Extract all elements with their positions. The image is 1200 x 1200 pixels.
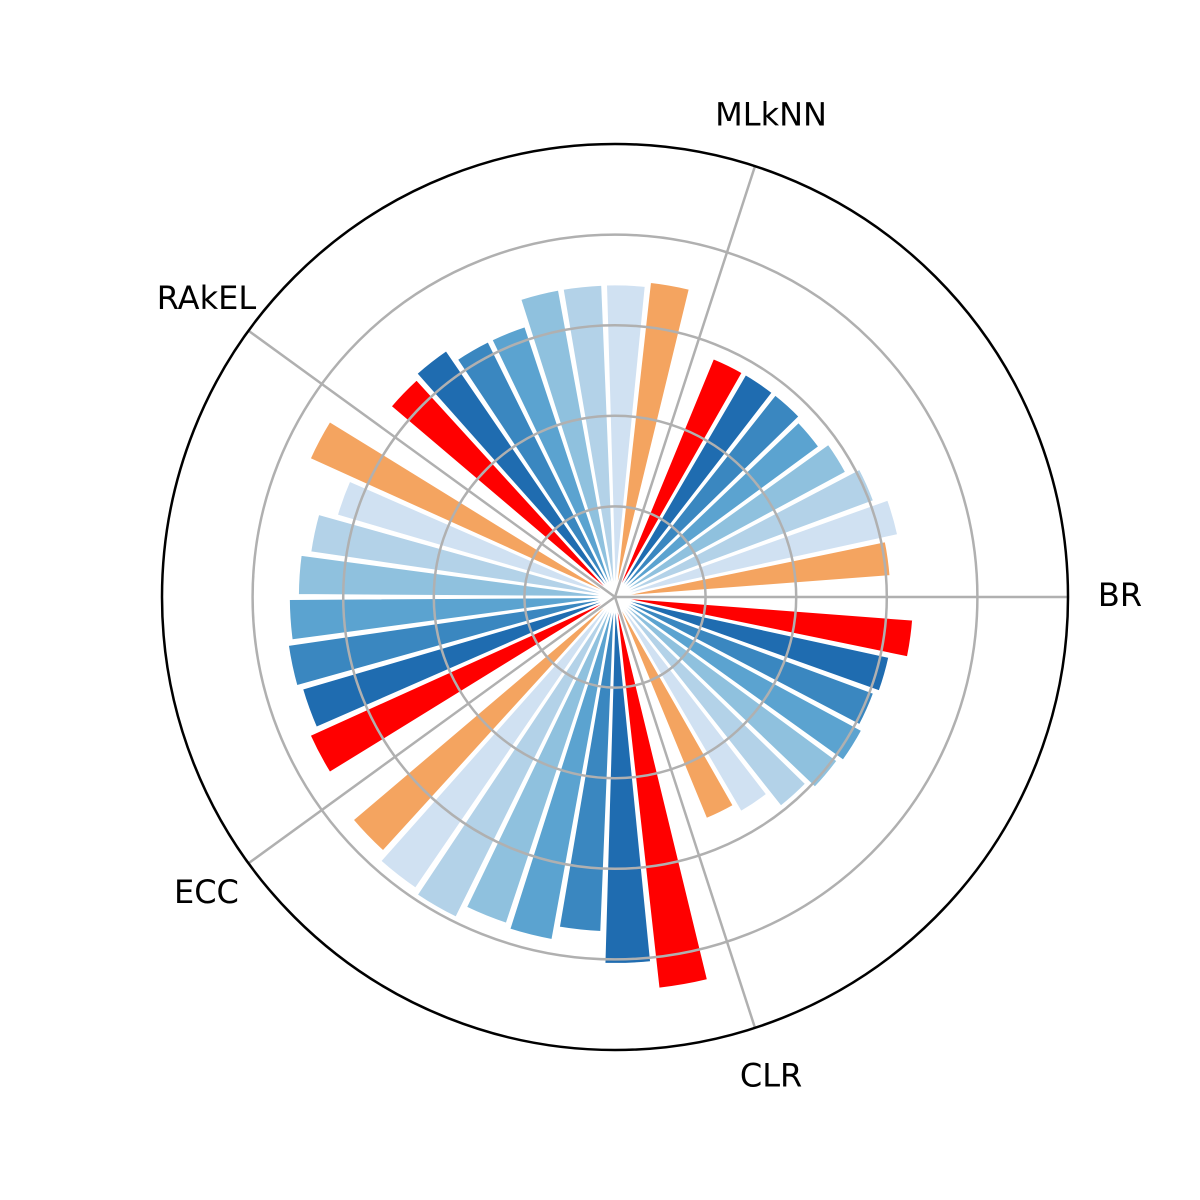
- bar-rakel-2: [335, 479, 616, 598]
- bar-br-6: [614, 393, 802, 598]
- bar-mlknn-8: [389, 377, 616, 598]
- bar-rakel-3: [309, 512, 616, 598]
- bar-mlknn-7: [414, 348, 616, 598]
- bar-br-3: [614, 467, 876, 598]
- bar-mlknn-5: [490, 324, 616, 598]
- angular-gridline: [247, 595, 616, 865]
- angular-gridline: [247, 329, 616, 599]
- category-labels: BR CLR ECC RAkEL MLkNN: [157, 96, 1142, 1095]
- bar-ecc-3: [415, 596, 616, 920]
- bar-clr-4: [614, 596, 839, 790]
- bar-rakel-1: [308, 419, 616, 598]
- bar-clr-1: [614, 596, 736, 821]
- outer-spine: [160, 142, 1070, 1052]
- bar-clr-2: [614, 596, 769, 814]
- bar-br-4: [614, 442, 848, 598]
- bar-mlknn-2: [604, 283, 647, 598]
- bar-rakel-6: [286, 596, 616, 688]
- bar-br-8: [614, 356, 745, 598]
- bars-layer: [286, 280, 915, 990]
- bar-clr-3: [614, 596, 808, 809]
- bar-mlknn-4: [518, 288, 616, 598]
- bar-ecc-8: [614, 596, 710, 990]
- category-label-clr: CLR: [740, 1056, 802, 1094]
- bar-br-7: [614, 372, 775, 598]
- bar-br-5: [614, 420, 821, 598]
- category-label-mlknn: MLkNN: [715, 96, 827, 134]
- bar-mlknn-1: [614, 280, 692, 598]
- bar-ecc-2: [378, 596, 616, 891]
- grid-layer: [160, 142, 1070, 1052]
- angular-gridline: [613, 165, 757, 598]
- bar-rakel-8: [308, 596, 616, 775]
- bar-br-1: [614, 540, 892, 598]
- bar-rakel-4: [296, 553, 616, 598]
- category-label-rakel: RAkEL: [157, 279, 257, 317]
- bar-clr-6: [614, 596, 876, 727]
- bar-mlknn-3: [561, 283, 616, 598]
- bar-mlknn-6: [455, 339, 616, 598]
- bar-rakel-5: [287, 596, 616, 642]
- bar-clr-5: [614, 596, 864, 763]
- bar-rakel-7: [300, 596, 616, 730]
- bar-ecc-6: [557, 596, 616, 933]
- category-label-ecc: ECC: [174, 873, 239, 911]
- category-label-br: BR: [1098, 576, 1142, 614]
- bar-clr-7: [614, 596, 891, 693]
- bar-clr-8: [614, 596, 915, 659]
- angular-gridline: [613, 596, 757, 1029]
- bar-br-2: [614, 498, 900, 598]
